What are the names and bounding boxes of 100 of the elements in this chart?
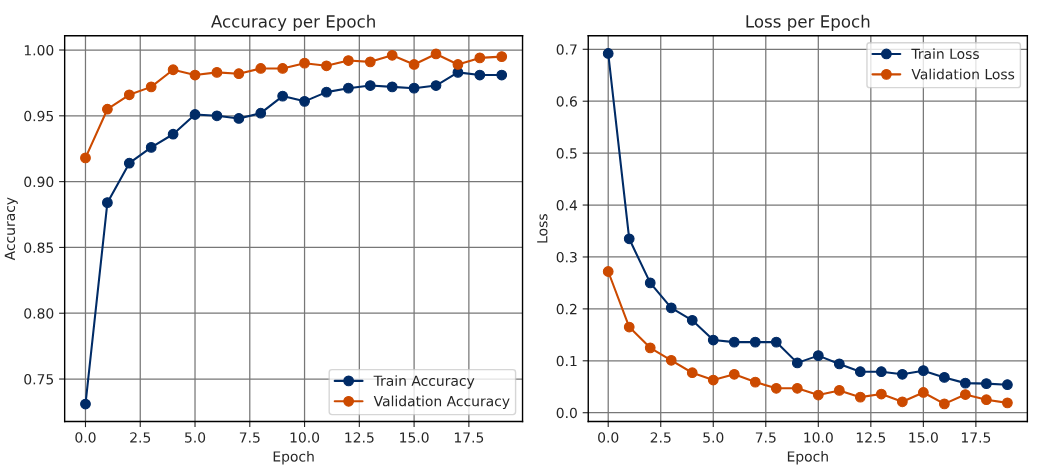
point — [408, 59, 420, 70]
point — [1002, 379, 1013, 391]
point — [791, 382, 803, 394]
point — [896, 396, 908, 408]
x-tick-label: 2.5 — [650, 432, 671, 443]
point — [299, 95, 310, 107]
point — [938, 372, 950, 383]
point — [145, 142, 157, 153]
point — [623, 233, 635, 245]
point — [211, 67, 223, 78]
x-axis-title: Epoch — [273, 450, 314, 465]
y-tick-label: 0.3 — [556, 251, 577, 263]
point — [277, 63, 289, 74]
point — [812, 350, 824, 361]
point — [812, 389, 824, 401]
point — [102, 197, 113, 209]
point — [770, 382, 782, 394]
point — [791, 357, 803, 369]
point — [854, 366, 866, 378]
y-tick-label: 0.6 — [556, 96, 577, 107]
point — [145, 81, 157, 93]
point — [707, 374, 719, 386]
point — [430, 80, 442, 91]
point — [496, 51, 508, 62]
y-axis-title: Loss — [537, 214, 548, 243]
point — [644, 277, 656, 289]
point — [167, 64, 179, 76]
y-axis-title: Accuracy — [4, 197, 18, 261]
x-tick-label: 7.5 — [755, 432, 776, 443]
point — [728, 368, 740, 380]
y-tick-label: 0.0 — [556, 407, 577, 419]
y-tick-label: 0.95 — [24, 110, 54, 122]
point — [770, 336, 782, 348]
y-tick-label: 0.85 — [24, 242, 54, 253]
point — [833, 358, 845, 370]
point — [167, 128, 179, 140]
point — [1002, 397, 1013, 409]
point — [960, 389, 971, 400]
point — [960, 377, 971, 389]
point — [102, 103, 113, 115]
x-tick-label: 0.0 — [75, 432, 96, 443]
x-tick-label: 0.0 — [598, 432, 619, 443]
point — [854, 391, 866, 403]
legend-label: Validation Accuracy — [373, 395, 510, 410]
point — [496, 69, 508, 81]
point — [233, 113, 245, 124]
point — [80, 152, 91, 164]
point — [833, 385, 845, 396]
point — [211, 110, 223, 122]
y-tick-label: 0.2 — [556, 303, 577, 315]
x-tick-label: 15.0 — [400, 432, 429, 443]
legend-label: Train Accuracy — [373, 375, 475, 389]
x-tick-label: 5.0 — [185, 432, 206, 443]
point — [474, 52, 486, 64]
point — [299, 57, 310, 69]
point — [981, 378, 992, 390]
point — [665, 302, 677, 314]
legend-label: Train Loss — [911, 48, 979, 60]
point — [386, 49, 398, 61]
point — [452, 59, 464, 70]
point — [364, 56, 376, 68]
point — [255, 63, 267, 74]
point — [233, 68, 245, 80]
point — [255, 107, 267, 119]
point — [474, 69, 486, 81]
x-tick-label: 15.0 — [909, 432, 938, 443]
point — [875, 388, 887, 400]
point — [321, 60, 332, 72]
x-tick-label: 17.5 — [454, 432, 484, 443]
point — [644, 342, 656, 354]
point — [408, 82, 420, 94]
point — [123, 157, 135, 169]
point — [665, 354, 677, 366]
point — [602, 48, 614, 59]
x-tick-label: 12.5 — [856, 432, 886, 443]
y-tick-label: 0.90 — [24, 176, 54, 188]
point — [749, 376, 761, 388]
chart-title: Accuracy per Epoch — [211, 14, 375, 31]
point — [342, 55, 354, 66]
point — [917, 365, 929, 377]
legend-label: Validation Loss — [911, 68, 1015, 80]
chart-title: Loss per Epoch — [746, 14, 870, 31]
point — [602, 266, 614, 277]
point — [277, 90, 289, 102]
point — [80, 398, 91, 410]
x-tick-label: 12.5 — [345, 432, 374, 443]
x-tick-label: 7.5 — [239, 432, 260, 443]
y-tick-label: 0.7 — [556, 44, 577, 55]
point — [707, 334, 719, 346]
y-tick-label: 0.80 — [24, 308, 54, 319]
point — [686, 367, 698, 379]
x-tick-label: 17.5 — [961, 432, 991, 443]
x-tick-label: 10.0 — [804, 432, 833, 443]
point — [981, 394, 992, 406]
point — [875, 366, 887, 378]
point — [938, 398, 950, 410]
point — [189, 109, 201, 120]
point — [364, 80, 376, 91]
y-tick-label: 0.1 — [556, 355, 577, 367]
point — [917, 387, 929, 398]
